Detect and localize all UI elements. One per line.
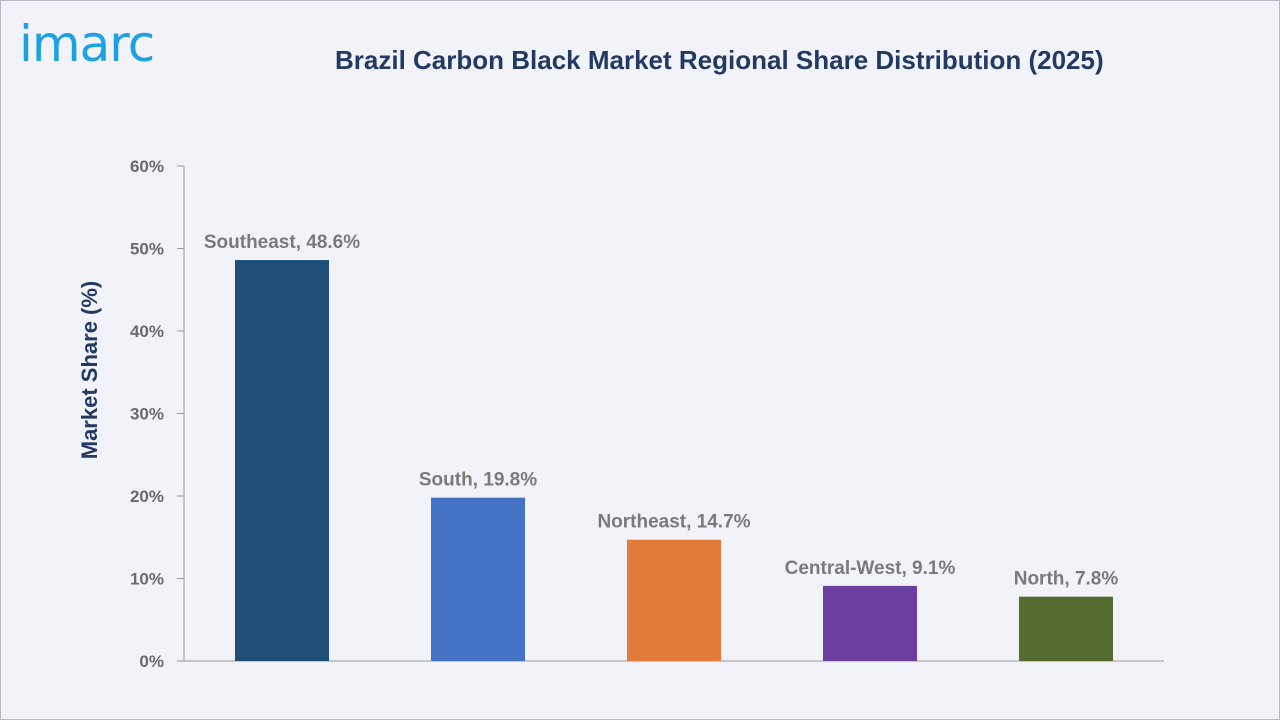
y-axis-title: Market Share (%) (77, 281, 102, 460)
imarc-logo: imarc (19, 15, 155, 73)
data-labels: Southeast, 48.6% South, 19.8% Northeast, 1… (204, 232, 1118, 590)
bars (235, 260, 1113, 661)
y-tick-label: 40% (130, 322, 164, 341)
y-axis: 0% 10% 20% 30% 40% 50% 60% (130, 157, 185, 671)
y-tick-label: 60% (130, 157, 164, 176)
y-tick-label: 10% (130, 570, 164, 589)
data-label: Central-West, 9.1% (785, 558, 956, 579)
data-label: South, 19.8% (419, 470, 537, 491)
y-tick-label: 30% (130, 405, 164, 424)
bar-south (431, 497, 525, 661)
y-tick-label: 50% (130, 240, 164, 259)
bar-southeast (235, 260, 329, 661)
data-label: Southeast, 48.6% (204, 232, 360, 253)
bar-northeast (627, 539, 721, 661)
chart-title: Brazil Carbon Black Market Regional Shar… (335, 45, 1104, 75)
y-tick-label: 0% (139, 652, 164, 671)
bar-north (1019, 596, 1113, 661)
y-tick-label: 20% (130, 487, 164, 506)
data-label: North, 7.8% (1014, 569, 1119, 590)
bar-central-west (823, 585, 917, 661)
data-label: Northeast, 14.7% (597, 512, 750, 533)
